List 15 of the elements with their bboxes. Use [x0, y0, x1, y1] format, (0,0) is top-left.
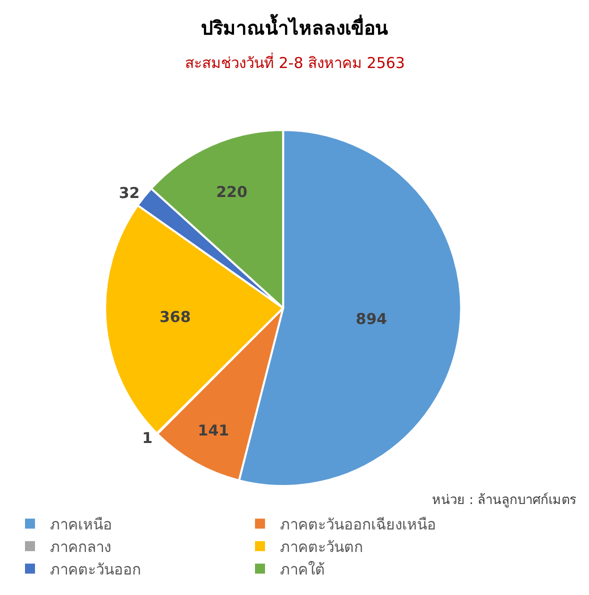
legend-label: ภาคตะวันตก — [280, 538, 363, 556]
text: หน่วย : ล้านลูกบาศก์เมตร — [432, 492, 577, 508]
chart-subtitle: สะสมช่วงวันที่ 2-8 สิงหาคม 2563 — [185, 52, 405, 72]
chart-title: ปริมาณน้ำไหลลงเขื่อน — [201, 14, 388, 40]
legend-label: ภาคตะวันออกเฉียงเหนือ — [280, 515, 436, 534]
data-label: 141 — [198, 421, 230, 440]
data-label: 32 — [118, 184, 140, 202]
legend-label: ภาคใต้ — [280, 560, 325, 578]
data-label: 368 — [159, 308, 191, 326]
legend-label: ภาคตะวันออก — [50, 560, 141, 578]
legend-label: ภาคเหนือ — [50, 515, 112, 534]
legend-label: ภาคกลาง — [50, 538, 111, 556]
data-label: 894 — [356, 310, 388, 328]
data-label: 1 — [142, 429, 153, 448]
data-label: 220 — [216, 183, 248, 202]
